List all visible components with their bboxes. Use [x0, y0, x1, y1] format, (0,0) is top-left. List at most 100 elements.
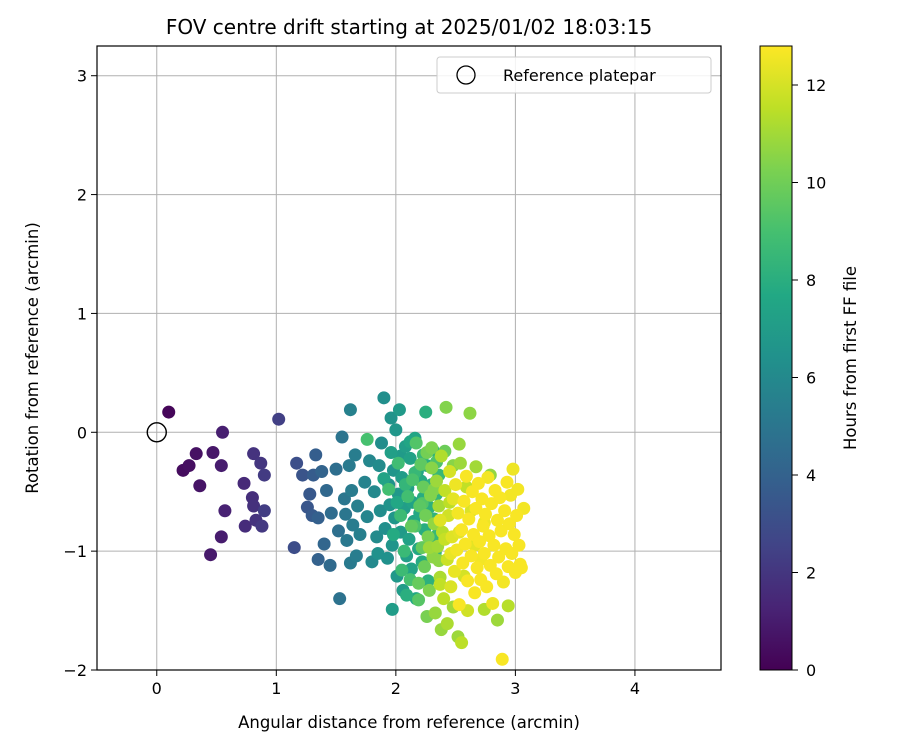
data-point [351, 499, 365, 513]
data-point [287, 541, 301, 555]
data-point [490, 513, 504, 527]
y-tick-label: 3 [77, 67, 87, 86]
data-point [193, 479, 207, 493]
data-point [400, 588, 414, 602]
data-point [315, 465, 329, 479]
data-point [418, 560, 432, 574]
data-point [406, 473, 420, 487]
data-point [433, 513, 447, 527]
data-point [437, 592, 451, 606]
data-point [469, 501, 483, 515]
data-point [395, 563, 409, 577]
data-point [468, 586, 482, 600]
data-point [458, 537, 472, 551]
data-point [511, 482, 525, 496]
data-point [451, 506, 465, 520]
colorbar-tick-label: 0 [806, 661, 816, 680]
data-point [218, 504, 232, 518]
reference-marker [146, 422, 167, 443]
data-point [340, 533, 354, 547]
data-point [214, 530, 228, 544]
colorbar [759, 45, 793, 671]
y-axis-label: Rotation from reference (arcmin) [23, 222, 42, 494]
data-point [309, 448, 323, 462]
data-point [479, 507, 493, 521]
x-tick-label: 2 [391, 679, 401, 698]
data-point [514, 561, 528, 575]
data-point [370, 530, 384, 544]
data-point [500, 475, 514, 489]
data-point [372, 459, 386, 473]
chart-title: FOV centre drift starting at 2025/01/02 … [166, 15, 652, 39]
data-point [452, 598, 466, 612]
data-point [473, 535, 487, 549]
data-point [339, 507, 353, 521]
x-tick-label: 1 [271, 679, 281, 698]
data-point [214, 459, 228, 473]
colorbar-label: Hours from first FF file [841, 266, 860, 450]
data-point [324, 506, 338, 520]
data-point [476, 519, 490, 533]
x-axis-ticks: 0 1 2 3 4 [152, 670, 640, 698]
data-point [404, 519, 418, 533]
data-point [392, 403, 406, 417]
data-point [510, 508, 524, 522]
data-point [397, 544, 411, 558]
data-point [342, 459, 356, 473]
data-point [320, 484, 334, 498]
y-tick-label: 2 [77, 186, 87, 205]
data-point [459, 469, 473, 483]
data-point [507, 528, 521, 542]
data-point [377, 472, 391, 486]
data-point [452, 437, 466, 451]
colorbar-tick-label: 10 [806, 174, 826, 193]
data-point [449, 478, 463, 492]
data-point [317, 537, 331, 551]
data-point [189, 447, 203, 461]
data-point [477, 547, 491, 561]
colorbar-tick-label: 6 [806, 369, 816, 388]
y-axis-ticks: −2 −1 0 1 2 3 [63, 67, 97, 680]
data-point [433, 577, 447, 591]
data-point [434, 449, 448, 463]
data-point [206, 445, 220, 459]
data-point [353, 528, 367, 542]
data-point [247, 447, 261, 461]
data-point [498, 504, 512, 518]
data-point [429, 474, 443, 488]
y-tick-label: 1 [77, 304, 87, 323]
data-point [335, 430, 349, 444]
data-point [463, 406, 477, 420]
data-point [462, 512, 476, 526]
data-point [255, 519, 269, 533]
data-point [501, 599, 515, 613]
data-point [489, 567, 503, 581]
data-point [360, 432, 374, 446]
data-point [409, 436, 423, 450]
data-point [421, 530, 435, 544]
data-point [443, 465, 457, 479]
data-point [386, 528, 400, 542]
data-point [348, 448, 362, 462]
y-tick-label: −1 [63, 542, 87, 561]
data-point [345, 484, 359, 498]
data-point [367, 485, 381, 499]
data-point [303, 487, 317, 501]
data-point [464, 549, 478, 563]
data-point [413, 499, 427, 513]
data-point [412, 576, 426, 590]
data-point [349, 549, 363, 563]
data-point [272, 412, 286, 426]
data-point [204, 548, 218, 562]
colorbar-tick-label: 12 [806, 76, 826, 95]
x-tick-label: 3 [510, 679, 520, 698]
data-point [495, 652, 509, 666]
data-point [333, 592, 347, 606]
data-point [402, 532, 416, 546]
data-point [311, 511, 325, 525]
data-point [247, 499, 261, 513]
data-point [470, 561, 484, 575]
data-point [512, 538, 526, 552]
data-point [162, 405, 176, 419]
data-point [360, 510, 374, 524]
